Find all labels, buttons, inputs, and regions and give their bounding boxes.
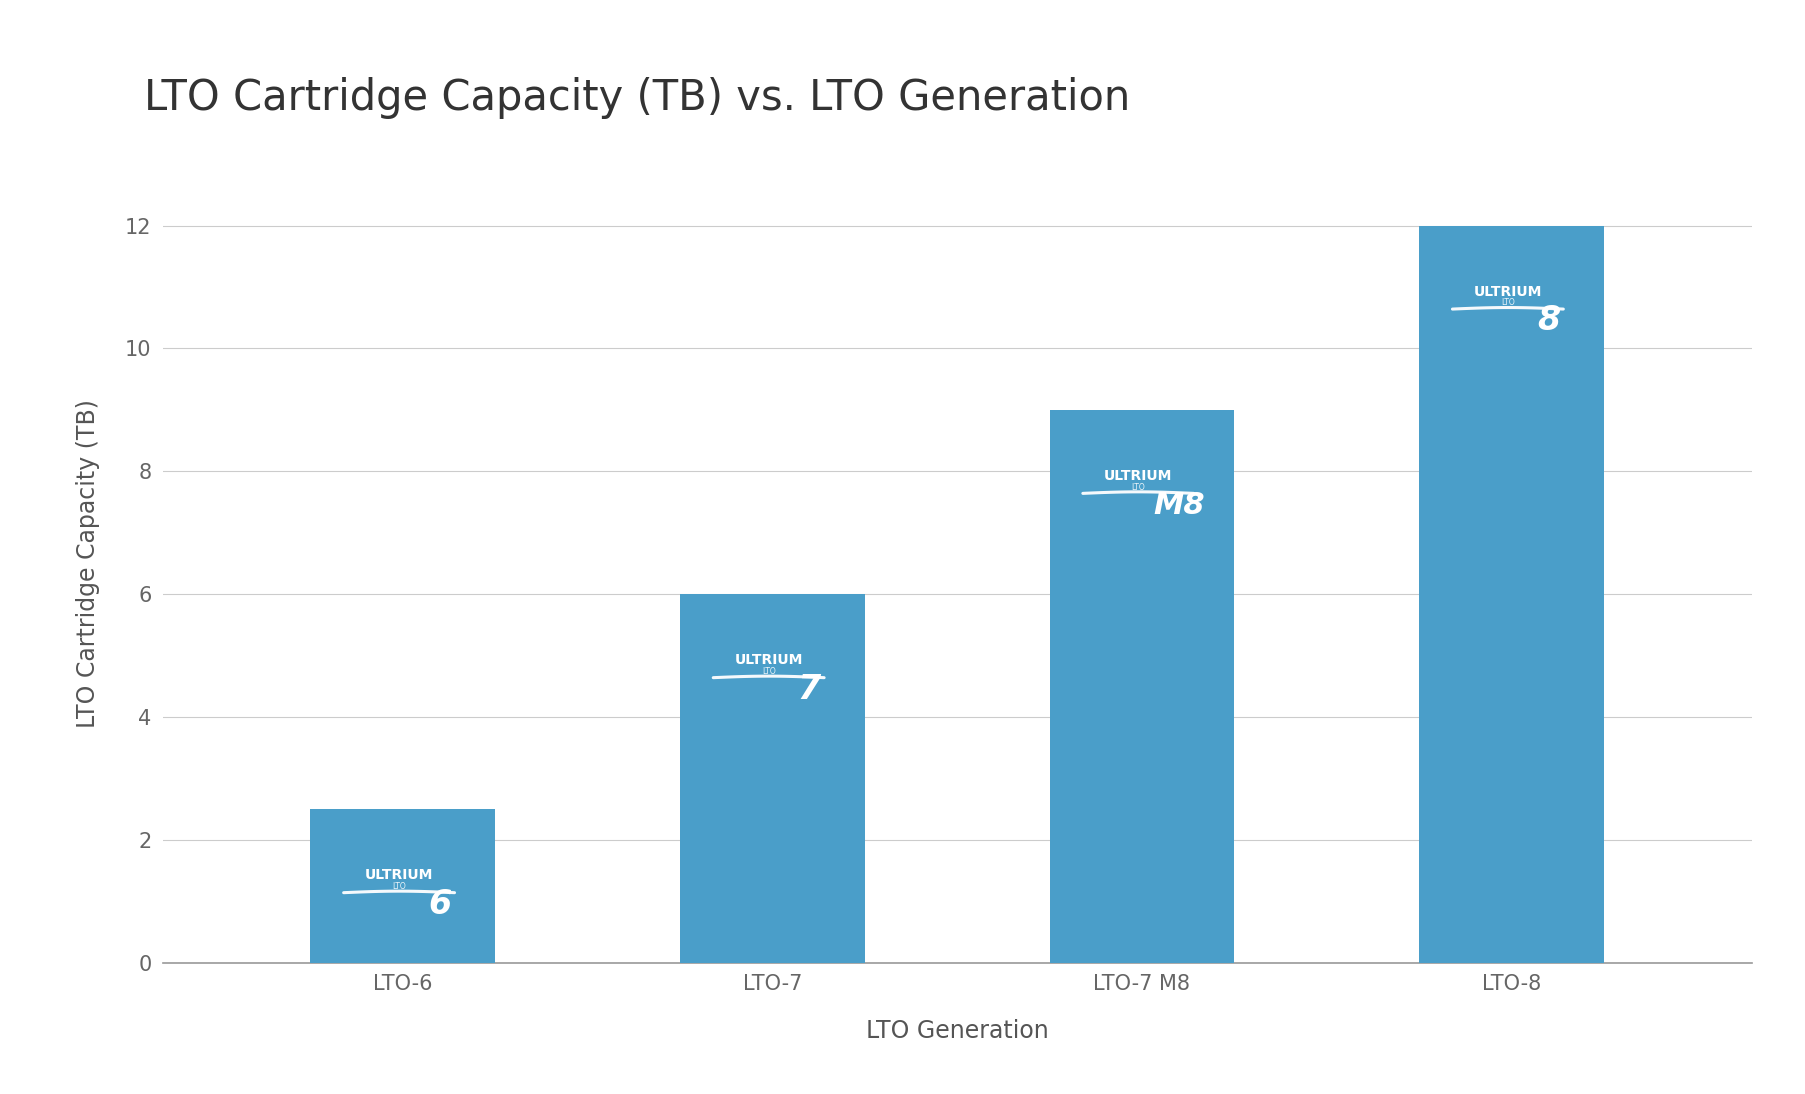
Text: ULTRIUM: ULTRIUM bbox=[735, 653, 803, 667]
Text: 7: 7 bbox=[798, 673, 821, 706]
Text: M8: M8 bbox=[1152, 490, 1204, 520]
Text: LTO: LTO bbox=[392, 882, 406, 891]
X-axis label: LTO Generation: LTO Generation bbox=[865, 1019, 1049, 1043]
Bar bbox=[1049, 410, 1233, 963]
Text: ULTRIUM: ULTRIUM bbox=[1473, 284, 1541, 299]
Y-axis label: LTO Cartridge Capacity (TB): LTO Cartridge Capacity (TB) bbox=[76, 399, 99, 728]
Text: LTO Cartridge Capacity (TB) vs. LTO Generation: LTO Cartridge Capacity (TB) vs. LTO Gene… bbox=[144, 77, 1130, 118]
Text: ULTRIUM: ULTRIUM bbox=[1103, 469, 1171, 484]
Bar bbox=[1419, 225, 1603, 963]
Text: LTO: LTO bbox=[762, 667, 774, 676]
Bar bbox=[680, 594, 865, 963]
Bar bbox=[310, 810, 495, 963]
Text: 6: 6 bbox=[428, 888, 451, 921]
Text: LTO: LTO bbox=[1130, 482, 1144, 491]
Text: LTO: LTO bbox=[1500, 299, 1514, 307]
Text: ULTRIUM: ULTRIUM bbox=[365, 869, 433, 883]
Text: 8: 8 bbox=[1536, 304, 1560, 337]
